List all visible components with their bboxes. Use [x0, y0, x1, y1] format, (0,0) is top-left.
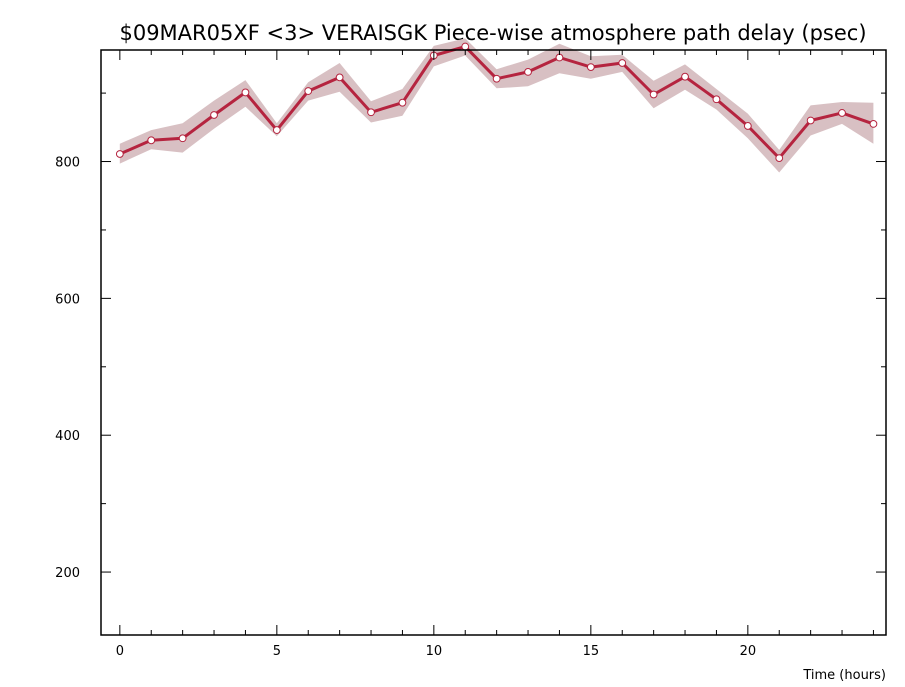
y-tick-label: 200 — [55, 566, 80, 581]
data-point — [775, 154, 784, 163]
data-point — [806, 116, 815, 125]
data-point — [618, 59, 627, 67]
x-tick-label: 15 — [583, 644, 600, 659]
data-point — [210, 111, 218, 119]
data-point — [555, 53, 564, 62]
data-point — [367, 108, 375, 117]
data-point — [147, 136, 156, 145]
x-axis-label: Time (hours) — [802, 668, 886, 683]
data-point — [524, 67, 532, 76]
data-point — [241, 88, 250, 97]
x-tick-label: 20 — [740, 644, 757, 659]
data-point — [649, 90, 658, 99]
series-band — [119, 38, 874, 173]
data-point — [461, 42, 470, 51]
plot-area: 0 5 10 15 20 200 400 600 800 — [55, 38, 887, 659]
data-point — [304, 87, 313, 95]
data-point — [838, 109, 846, 117]
chart-title: $09MAR05XF <3> VERAISGK Piece-wise atmos… — [119, 21, 866, 45]
data-point — [115, 150, 124, 158]
data-point — [335, 73, 344, 82]
data-point — [178, 134, 187, 143]
data-point — [272, 126, 281, 134]
y-tick-label: 600 — [55, 292, 80, 307]
data-point — [586, 63, 595, 72]
data-point — [869, 119, 878, 128]
x-tick-label: 5 — [273, 644, 281, 659]
y-tick-label: 800 — [55, 156, 80, 171]
x-tick-label: 0 — [116, 644, 124, 659]
data-point — [712, 95, 721, 104]
data-point — [492, 74, 501, 83]
data-point — [681, 72, 689, 81]
y-tick-label: 400 — [55, 429, 80, 444]
x-tick-label: 10 — [426, 644, 443, 659]
data-point — [743, 122, 752, 130]
data-point — [398, 98, 407, 107]
plot-frame — [100, 49, 887, 636]
